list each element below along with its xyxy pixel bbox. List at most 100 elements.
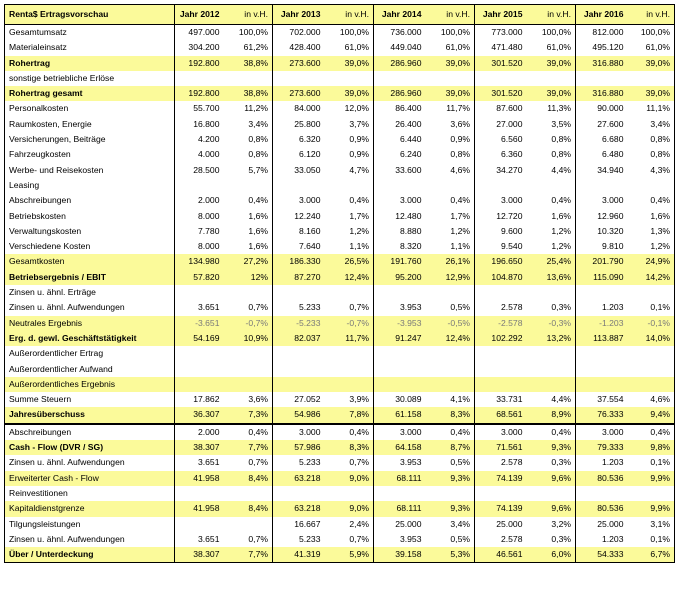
table-row[interactable]: Jahresüberschuss 36.307 7,3% 54.986 7,8% 61.1… — [4, 407, 675, 424]
table-row[interactable]: Rohertrag 192.800 38,8% 273.600 39,0% 286.960… — [4, 55, 675, 71]
percent-cell: 5,7% — [248, 164, 268, 175]
table-row[interactable]: Über / Unterdeckung 38.307 7,7% 41.319 5,9% 3… — [4, 547, 675, 564]
table-row[interactable]: Raumkosten, Energie 16.800 3,4% 25.800 3,7% 2… — [4, 116, 675, 133]
table-row[interactable]: Zinsen u. ähnl. Aufwendungen 3.651 0,7% 5.2… — [4, 531, 675, 548]
table-row[interactable]: Neutrales Ergebnis -3.651 -0,7% -5.233 -0,7%… — [4, 315, 675, 331]
table-row[interactable]: Gesamtumsatz 497.000 100,0% 702.000 100,0% 73… — [4, 24, 675, 41]
percent-cell: -0,5% — [425, 315, 475, 331]
percent-cell: 0,1% — [627, 300, 675, 316]
percent-cell: 14,2% — [627, 269, 675, 286]
table-row[interactable]: Werbe- und Reisekosten 28.500 5,7% 33.050 4,… — [4, 162, 675, 178]
value-cell: 82.037 — [272, 330, 325, 347]
value-cell: 812.000 — [575, 24, 628, 41]
percent-cell — [627, 346, 675, 362]
value-cell: 25.000 — [373, 516, 426, 532]
table-row[interactable]: Kapitaldienstgrenze 41.958 8,4% 63.218 9,0% 6… — [4, 501, 675, 517]
percent-cell: 12,4% — [425, 330, 475, 347]
percent-cell: 11,7% — [324, 330, 374, 347]
value-cell — [373, 285, 426, 301]
table-row[interactable]: Außerordentlicher Ertrag — [4, 346, 675, 362]
percent-cell: 4,1% — [450, 394, 470, 405]
percent-cell: 7,3% — [223, 407, 273, 424]
value-cell — [575, 376, 628, 393]
percent-cell: 10,9% — [223, 330, 273, 347]
value-cell: 86.400 — [373, 101, 426, 117]
table-row[interactable]: Gesamtkosten 134.980 27,2% 186.330 26,5% 191.… — [4, 254, 675, 270]
percent-cell — [224, 486, 273, 501]
table-row[interactable]: Abschreibungen 2.000 0,4% 3.000 0,4% 3.000 0,4… — [4, 193, 675, 209]
row-label: Kapitaldienstgrenze — [4, 501, 175, 517]
table-row[interactable]: Summe Steuern 17.862 3,6% 27.052 3,9% 30.089 4… — [4, 392, 675, 408]
row-label: Zinsen u. ähnl. Aufwendungen — [4, 455, 175, 471]
value-cell — [373, 361, 426, 377]
percent-cell: 0,7% — [248, 302, 268, 313]
value-cell: 3.000 — [272, 193, 325, 209]
value-cell: -5.233 — [272, 315, 325, 331]
percent-cell — [325, 71, 374, 86]
value-cell: 2.000 — [174, 193, 224, 209]
value-cell: 273.600 — [272, 86, 325, 102]
table-row[interactable]: Betriebsergebnis / EBIT 57.820 12% 87.270 12… — [4, 269, 675, 286]
percent-cell — [224, 71, 273, 86]
table-row[interactable]: Erweiterter Cash - Flow 41.958 8,4% 63.218 9… — [4, 470, 675, 486]
table-row[interactable]: Tilgungsleistungen 16.667 2,4% 25.000 3,4% 25… — [4, 516, 675, 532]
value-cell: 16.800 — [174, 116, 224, 133]
row-label: Verschiedene Kosten — [4, 239, 175, 255]
table-row[interactable]: Zinsen u. ähnl. Aufwendungen 3.651 0,7% 5.2… — [4, 455, 675, 471]
value-cell: 3.651 — [174, 531, 224, 548]
value-cell: 8.160 — [272, 223, 325, 240]
table-row[interactable]: Verwaltungskosten 7.780 1,6% 8.160 1,2% 8.880… — [4, 223, 675, 240]
table-row[interactable]: Cash - Flow (DVR / SG) 38.307 7,7% 57.986 8,… — [4, 440, 675, 456]
percent-cell — [526, 376, 576, 393]
percent-cell: 12,0% — [344, 103, 369, 114]
table-row[interactable]: Versicherungen, Beiträge 4.200 0,8% 6.320 0,… — [4, 132, 675, 148]
percent-cell: 1,2% — [551, 225, 571, 236]
percent-cell — [627, 70, 675, 87]
table-row[interactable]: Leasing — [4, 177, 675, 194]
value-cell: 95.200 — [373, 269, 426, 286]
table-row[interactable]: Verschiedene Kosten 8.000 1,6% 7.640 1,1% 8.3… — [4, 239, 675, 255]
percent-cell: 38,8% — [223, 86, 273, 102]
value-cell — [272, 285, 325, 301]
value-cell: 33.600 — [373, 162, 426, 178]
percent-cell: 38,8% — [223, 55, 273, 71]
row-label: Außerordentliches Ergebnis — [4, 376, 175, 393]
table-row[interactable]: Zinsen u. ähnl. Erträge — [4, 285, 675, 301]
value-cell — [174, 346, 224, 362]
table-row[interactable]: sonstige betriebliche Erlöse — [4, 70, 675, 87]
percent-cell: 39,0% — [425, 55, 475, 71]
table-row[interactable]: Erg. d. gewl. Geschäftstätigkeit 54.169 10… — [4, 330, 675, 347]
table-row[interactable]: Zinsen u. ähnl. Aufwendungen 3.651 0,7% 5.2… — [4, 300, 675, 316]
percent-cell — [224, 285, 273, 300]
percent-cell — [426, 71, 475, 86]
table-row[interactable]: Personalkosten 55.700 11,2% 84.000 12,0% 86.4… — [4, 101, 675, 117]
table-row[interactable]: Rohertrag gesamt 192.800 38,8% 273.600 39,0%… — [4, 86, 675, 102]
value-cell: 8.000 — [174, 239, 224, 255]
percent-cell: 0,1% — [627, 455, 675, 471]
value-cell: 3.000 — [272, 422, 325, 441]
value-cell: 2.000 — [174, 422, 224, 441]
row-label: Tilgungsleistungen — [4, 516, 175, 532]
value-cell — [272, 376, 325, 393]
row-label: Rohertrag — [4, 55, 175, 71]
percent-cell: 0,5% — [450, 533, 470, 544]
value-cell: 36.307 — [174, 407, 224, 424]
percent-cell: 8,4% — [223, 470, 273, 486]
pct-header: in v.H. — [324, 4, 374, 25]
table-row[interactable]: Materialeinsatz 304.200 61,2% 428.400 61,0% 4… — [4, 40, 675, 56]
percent-cell: 0,8% — [551, 134, 571, 145]
value-cell: 16.667 — [272, 516, 325, 532]
value-cell: 702.000 — [272, 24, 325, 41]
value-cell: 316.880 — [575, 86, 628, 102]
percent-cell: 1,7% — [349, 210, 369, 221]
table-row[interactable]: Außerordentliches Ergebnis — [4, 376, 675, 393]
table-row[interactable]: Reinvestitionen — [4, 485, 675, 502]
percent-cell: 3,4% — [450, 518, 470, 529]
table-row[interactable]: Fahrzeugkosten 4.000 0,8% 6.120 0,9% 6.240 0,8… — [4, 147, 675, 163]
value-cell: 33.050 — [272, 162, 325, 178]
table-row[interactable]: Betriebskosten 8.000 1,6% 12.240 1,7% 12.480 1… — [4, 208, 675, 224]
table-row[interactable]: Abschreibungen 2.000 0,4% 3.000 0,4% 3.000 0,4… — [4, 422, 675, 441]
value-cell — [575, 485, 628, 502]
table-row[interactable]: Außerordentlicher Aufwand — [4, 361, 675, 377]
percent-cell: 0,4% — [627, 193, 675, 209]
